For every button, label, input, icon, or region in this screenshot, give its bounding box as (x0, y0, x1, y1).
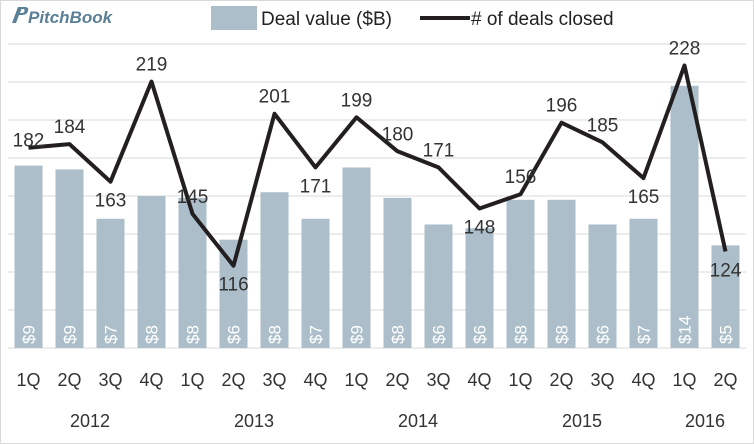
deals-count-label: 228 (669, 38, 701, 59)
deal-value-label: $6 (225, 325, 244, 344)
pitchbook-logo-icon (12, 7, 29, 23)
deal-value-label: $9 (61, 325, 80, 344)
quarter-tick-label: 4Q (139, 370, 163, 390)
deal-value-bar (670, 85, 699, 349)
year-label: 2012 (70, 411, 110, 431)
deal-value-bar (301, 218, 330, 348)
deals-count-label: 184 (54, 117, 86, 138)
quarter-tick-label: 3Q (98, 370, 122, 390)
quarter-tick-label: 2Q (549, 370, 573, 390)
deals-count-label: 145 (177, 187, 209, 208)
deals-count-label: 199 (341, 90, 373, 111)
deal-value-label: $8 (184, 325, 203, 344)
deal-value-bar (588, 224, 617, 348)
deal-value-label: $8 (512, 325, 531, 344)
deal-value-bar (55, 169, 84, 348)
deal-value-bar (137, 196, 166, 348)
deals-count-label: 219 (136, 55, 168, 76)
deals-count-label: 171 (423, 140, 455, 161)
deal-value-label: $8 (143, 325, 162, 344)
quarter-tick-label: 3Q (590, 370, 614, 390)
line-series (28, 63, 728, 268)
quarter-tick-label: 1Q (672, 370, 696, 390)
line-value-labels: 182 184 163 219 145 116 201 171 199 180 171 148 156 1… (13, 38, 742, 295)
deal-value-bar (711, 245, 740, 348)
quarter-tick-label: 1Q (344, 370, 368, 390)
year-label: 2015 (562, 411, 602, 431)
quarter-tick-label: 1Q (180, 370, 204, 390)
deal-value-bar (547, 199, 576, 348)
quarter-tick-label: 2Q (385, 370, 409, 390)
deal-value-bar (219, 239, 248, 348)
deals-count-label: 201 (259, 87, 291, 108)
deal-value-label: $14 (676, 316, 695, 344)
deals-count-label: 196 (546, 96, 578, 117)
x-axis-tick-labels: 1Q 2Q 3Q 4Q 1Q 2Q 3Q 4Q 1Q 2Q 3Q 4Q 1Q 2Q 3Q 4Q 1Q 2Q (16, 370, 737, 390)
deal-value-label: $6 (594, 325, 613, 344)
deals-count-label: 180 (382, 124, 414, 145)
legend-bar-label: Deal value ($B) (261, 9, 392, 30)
quarter-tick-label: 4Q (631, 370, 655, 390)
deal-value-bar (424, 224, 453, 348)
deal-value-bar (342, 167, 371, 348)
deal-value-bar (260, 192, 289, 348)
deal-value-label: $7 (307, 325, 326, 344)
legend-bar-swatch (211, 6, 257, 30)
deals-count-label: 165 (628, 187, 660, 208)
deals-count-label: 171 (300, 176, 332, 197)
deal-value-label: $8 (266, 325, 285, 344)
deal-value-bar (96, 218, 125, 348)
quarter-tick-label: 4Q (467, 370, 491, 390)
deals-count-label: 185 (587, 115, 619, 136)
deals-count-label: 182 (13, 131, 45, 152)
deals-count-label: 148 (464, 218, 496, 239)
pitchbook-logo: PitchBook (12, 7, 114, 27)
legend-line-label: # of deals closed (471, 9, 614, 30)
quarter-tick-label: 2Q (221, 370, 245, 390)
deal-value-bar (465, 228, 494, 348)
deals-count-label: 124 (710, 260, 742, 281)
deals-closed-line (28, 63, 728, 268)
deal-value-label: $8 (389, 325, 408, 344)
deal-value-label: $9 (20, 325, 39, 344)
deal-value-label: $7 (635, 325, 654, 344)
deal-value-label: $6 (430, 325, 449, 344)
deal-value-label: $6 (471, 325, 490, 344)
bar-series (14, 85, 740, 349)
logo-text: PitchBook (28, 8, 114, 27)
x-axis-year-labels: 2012 2013 2014 2015 2016 (70, 411, 725, 431)
deal-value-bar (383, 197, 412, 348)
year-label: 2016 (685, 411, 725, 431)
deal-value-label: $7 (102, 325, 121, 344)
deal-value-bar (14, 165, 43, 348)
quarter-tick-label: 4Q (303, 370, 327, 390)
year-label: 2013 (234, 411, 274, 431)
quarter-tick-label: 2Q (57, 370, 81, 390)
bar-value-labels: $9 $9 $7 $8 $8 $6 $8 $7 $9 $8 $6 $6 $8 $8 $6 $7 $14 $5 (20, 316, 736, 344)
quarter-tick-label: 1Q (16, 370, 40, 390)
deals-count-label: 116 (218, 275, 248, 296)
quarter-tick-label: 3Q (262, 370, 286, 390)
year-label: 2014 (398, 411, 438, 431)
deals-count-label: 156 (505, 167, 537, 188)
quarter-tick-label: 3Q (426, 370, 450, 390)
deal-value-label: $9 (348, 325, 367, 344)
deal-value-bar (506, 199, 535, 348)
quarter-tick-label: 2Q (713, 370, 737, 390)
deals-count-label: 163 (95, 191, 127, 212)
quarter-tick-label: 1Q (508, 370, 532, 390)
deal-value-label: $8 (553, 325, 572, 344)
deal-value-bar (629, 218, 658, 348)
legend: Deal value ($B) # of deals closed (211, 6, 614, 30)
deal-value-label: $5 (717, 325, 736, 344)
